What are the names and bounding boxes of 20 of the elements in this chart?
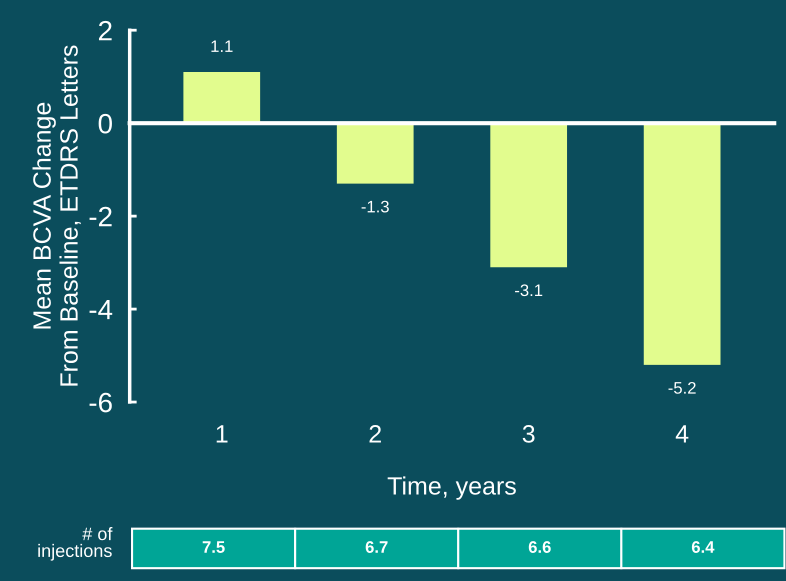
y-axis-title: Mean BCVA Change From Baseline, ETDRS Letters [32, 45, 81, 386]
x-tick-label: 4 [676, 425, 688, 442]
x-tick-label: 2 [370, 425, 381, 442]
data-label: -3.1 [515, 284, 542, 296]
y-tick-label: -4 [90, 300, 112, 320]
x-axis-title: Time, years [388, 476, 516, 500]
data-label: -5.2 [668, 382, 696, 394]
text: 6.7 [366, 541, 388, 553]
text: # of injections [38, 527, 112, 561]
y-tick-label: 2 [98, 20, 112, 40]
y-tick-label: -2 [90, 206, 112, 226]
data-label: -1.3 [362, 200, 389, 213]
x-tick-label: 3 [522, 425, 535, 443]
y-tick-label: 0 [98, 114, 112, 134]
text: 6.6 [528, 541, 551, 553]
y-tick-label: -6 [90, 392, 112, 412]
x-tick-label: 1 [216, 425, 228, 442]
data-label: 1.1 [211, 40, 233, 52]
text: 7.5 [202, 541, 225, 553]
text: 6.4 [692, 541, 714, 553]
